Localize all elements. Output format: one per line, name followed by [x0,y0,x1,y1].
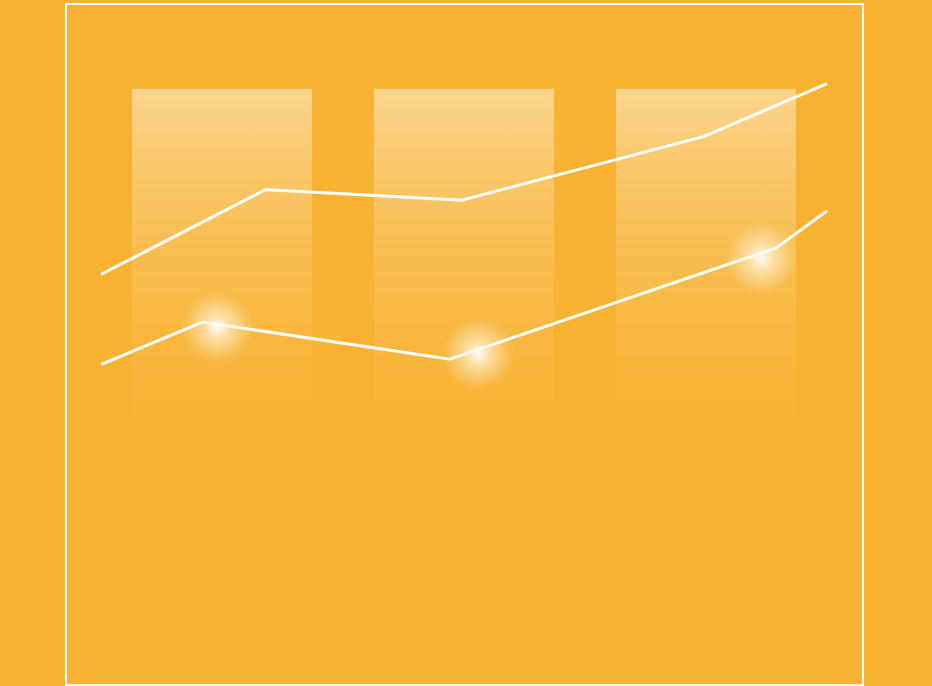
bar-1 [132,88,312,476]
highlight-point-1 [181,291,254,364]
series-line-1 [100,82,828,276]
bar-2 [374,88,554,476]
highlights [181,222,798,390]
highlight-point-3 [725,222,798,295]
plot-frame [65,3,864,686]
highlight-point-2 [442,317,515,390]
bars [132,88,796,476]
